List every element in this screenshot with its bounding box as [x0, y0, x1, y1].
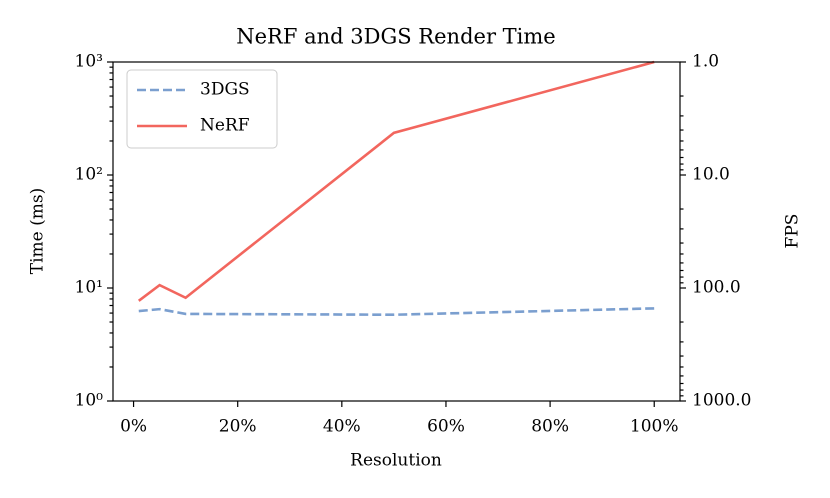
legend-label: 3DGS: [200, 80, 250, 100]
y2-tick-label: 1.0: [692, 52, 719, 72]
line-nerf: [137, 60, 655, 302]
y-tick-label: 10⁰: [75, 391, 104, 411]
x-tick-label: 100%: [630, 417, 679, 437]
y2-tick-label: 100.0: [692, 278, 741, 298]
y-tick-label: 10³: [75, 52, 103, 72]
y2-tick-label: 1000.0: [692, 391, 751, 411]
y-tick-label: 10²: [75, 165, 103, 185]
x-tick-label: 60%: [427, 417, 465, 437]
x-tick-label: 0%: [120, 417, 147, 437]
x-tick-label: 80%: [531, 417, 569, 437]
legend-label: NeRF: [200, 116, 250, 136]
x-tick-label: 20%: [219, 417, 257, 437]
x-axis-label: Resolution: [350, 451, 442, 471]
y-tick-label: 10¹: [75, 278, 103, 298]
y2-tick-label: 10.0: [692, 165, 730, 185]
y-axis-label: Time (ms): [28, 188, 48, 274]
line-3dgs: [138, 307, 655, 317]
chart-title: NeRF and 3DGS Render Time: [236, 25, 555, 49]
y2-axis-label: FPS: [783, 214, 803, 249]
x-tick-label: 40%: [323, 417, 361, 437]
plot-frame: [112, 61, 681, 402]
